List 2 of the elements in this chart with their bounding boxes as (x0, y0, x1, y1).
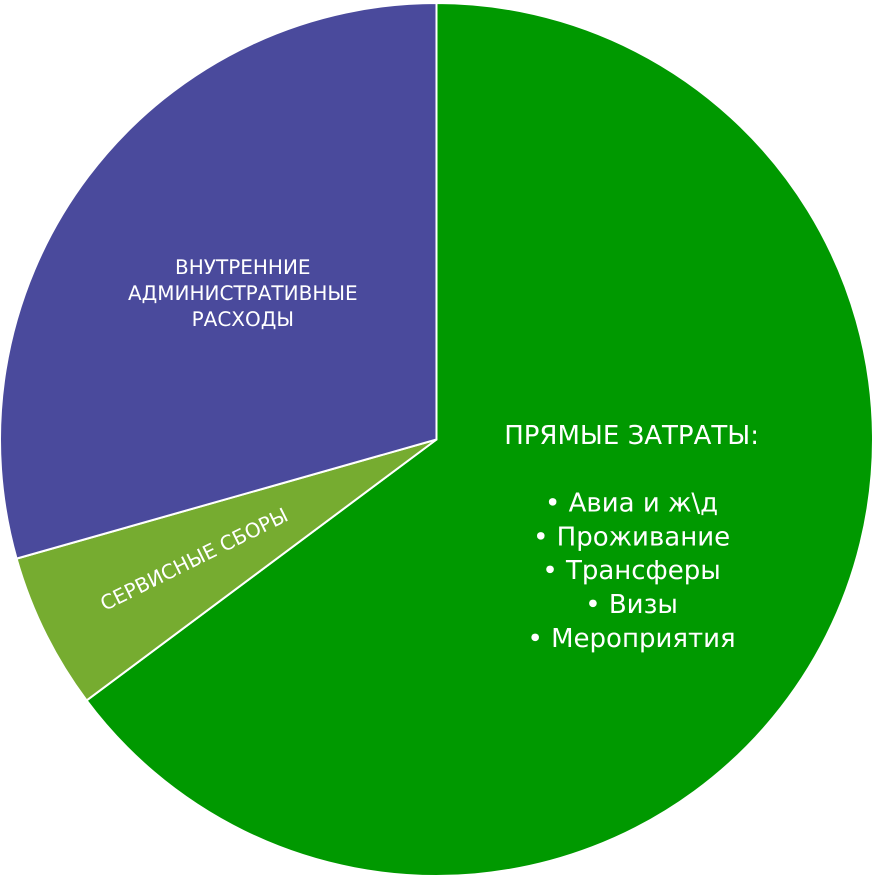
slice-label: ВНУТРЕННИЕ АДМИНИСТРАТИВНЫЕ РАСХОДЫ (128, 255, 358, 332)
category-label: ПРЯМЫЕ ЗАТРАТЫ: • Авиа и ж\д • Проживание • Трансферы • Визы • Мероприятия (504, 420, 759, 654)
